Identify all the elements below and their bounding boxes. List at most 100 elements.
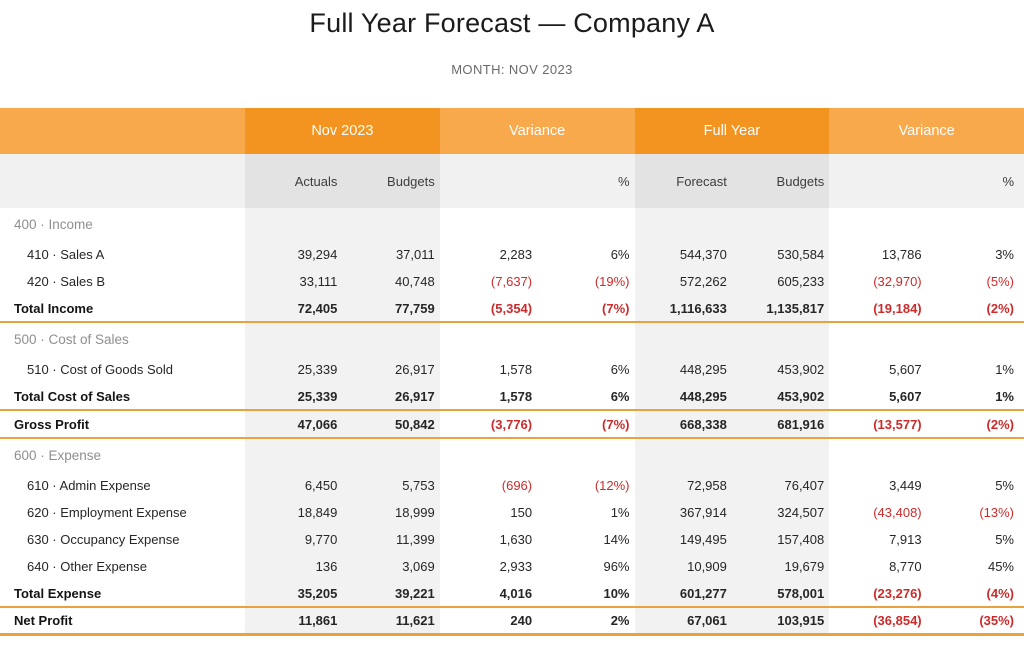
cell-nov-budgets: 26,917 [342, 383, 440, 409]
section-header-row: 500 · Cost of Sales [0, 323, 1024, 356]
cell-nov-actuals: 18,849 [245, 499, 343, 526]
cell-fy-variance-pct: (2%) [986, 300, 1014, 316]
cell-fy-budgets: 530,584 [731, 241, 830, 268]
cell-variance-amount: 2,283 [499, 247, 533, 262]
table-group-header-row: Nov 2023 Variance Full Year Variance [0, 108, 1024, 154]
cell-nov-budgets [342, 208, 440, 241]
row-label: Total Cost of Sales [14, 388, 131, 404]
cell-fy-forecast: 367,914 [634, 499, 732, 526]
cell-fy-budgets: 324,507 [731, 499, 830, 526]
cell-fy-variance-pct: 5% [995, 478, 1014, 493]
table-row: 420 · Sales B 33,111 40,748 (7,637) (19%) 572… [0, 268, 1024, 295]
subheader-budgets: Budgets [342, 154, 440, 208]
subheader-fy-variance-pct: % [1002, 173, 1014, 189]
cell-fy-variance-pct: (35%) [979, 613, 1014, 628]
table-row: 630 · Occupancy Expense 9,770 11,399 1,630 1… [0, 526, 1024, 553]
cell-fy-budgets: 453,902 [731, 356, 830, 383]
row-label: 640 · Other Expense [27, 559, 147, 574]
cell-fy-variance-amount: (43,408) [873, 505, 922, 520]
cell-nov-actuals [245, 323, 343, 356]
subheader-variance-pct: % [617, 173, 630, 189]
cell-nov-actuals: 25,339 [245, 356, 343, 383]
cell-nov-actuals: 47,066 [245, 411, 343, 437]
cell-fy-budgets [731, 439, 830, 472]
table-row: 640 · Other Expense 136 3,069 2,933 96% 10,90… [0, 553, 1024, 580]
cell-variance-amount: 1,578 [499, 362, 533, 377]
cell-fy-variance-amount: (32,970) [873, 274, 922, 289]
cell-fy-budgets: 605,233 [731, 268, 830, 295]
page-title: Full Year Forecast — Company A [309, 8, 715, 38]
cell-nov-actuals: 11,861 [245, 608, 343, 633]
group-header-variance-2: Variance [829, 108, 1024, 154]
group-header-full-year: Full Year [634, 108, 830, 154]
cell-fy-forecast: 601,277 [634, 580, 732, 606]
cell-variance-amount: 1,578 [499, 388, 533, 404]
cell-variance-pct: (19%) [594, 274, 630, 289]
cell-fy-variance-pct: 3% [995, 247, 1014, 262]
subheader-forecast: Forecast [634, 154, 732, 208]
cell-variance-pct: (12%) [594, 478, 630, 493]
table-row: 610 · Admin Expense 6,450 5,753 (696) (12%) 7… [0, 472, 1024, 499]
cell-variance-amount: (7,637) [490, 274, 533, 289]
cell-fy-forecast: 668,338 [634, 411, 732, 437]
cell-fy-variance-pct: 1% [995, 388, 1014, 404]
cell-fy-forecast: 448,295 [634, 383, 732, 409]
cell-variance-pct: 1% [610, 505, 630, 520]
cell-fy-variance-amount [829, 323, 926, 356]
cell-variance-pct: 10% [603, 585, 630, 601]
cell-nov-actuals: 72,405 [245, 295, 343, 321]
subheader-blank [0, 154, 245, 208]
row-label: Gross Profit [14, 416, 90, 432]
row-label: Net Profit [14, 613, 73, 628]
cell-nov-actuals: 33,111 [245, 268, 343, 295]
table-row: 410 · Sales A 39,294 37,011 2,283 6% 544,370 5… [0, 241, 1024, 268]
cell-fy-variance-pct: (5%) [986, 274, 1014, 289]
cell-fy-variance-pct: (2%) [986, 416, 1014, 432]
cell-variance-amount [440, 323, 537, 356]
total-row: Total Cost of Sales 25,339 26,917 1,578 6% 44… [0, 383, 1024, 411]
cell-nov-budgets: 39,221 [342, 580, 440, 606]
cell-fy-variance-pct [927, 439, 1024, 472]
cell-nov-actuals: 35,205 [245, 580, 343, 606]
cell-fy-budgets: 681,916 [731, 411, 830, 437]
section-header-row: 600 · Expense [0, 439, 1024, 472]
cell-fy-forecast: 67,061 [634, 608, 732, 633]
cell-variance-pct: 6% [610, 388, 630, 404]
cell-fy-budgets: 1,135,817 [731, 295, 830, 321]
cell-variance-amount: 4,016 [499, 585, 533, 601]
cell-variance-pct: 6% [610, 362, 630, 377]
row-label: 500 · Cost of Sales [14, 332, 129, 347]
section-header-row: 400 · Income [0, 208, 1024, 241]
row-label: Total Income [14, 300, 94, 316]
cell-fy-variance-amount: 5,607 [889, 388, 922, 404]
cell-fy-variance-pct [927, 208, 1024, 241]
cell-nov-actuals: 25,339 [245, 383, 343, 409]
table-row: 620 · Employment Expense 18,849 18,999 150 1… [0, 499, 1024, 526]
cell-fy-budgets: 578,001 [731, 580, 830, 606]
cell-variance-pct [537, 323, 634, 356]
cell-variance-amount: 240 [510, 613, 533, 628]
row-label: 610 · Admin Expense [27, 478, 151, 493]
table-row: 510 · Cost of Goods Sold 25,339 26,917 1,57… [0, 356, 1024, 383]
cell-fy-variance-pct [927, 323, 1024, 356]
cell-nov-budgets: 77,759 [342, 295, 440, 321]
cell-nov-budgets: 18,999 [342, 499, 440, 526]
cell-fy-variance-amount [829, 208, 926, 241]
cell-nov-actuals [245, 208, 343, 241]
cell-fy-budgets: 103,915 [731, 608, 830, 633]
cell-fy-variance-amount: (13,577) [873, 416, 922, 432]
row-label: 410 · Sales A [27, 247, 105, 262]
cell-nov-budgets: 26,917 [342, 356, 440, 383]
cell-fy-variance-pct: (13%) [979, 505, 1014, 520]
cell-fy-variance-amount: 3,449 [889, 478, 922, 493]
subheader-fy-variance-amount [829, 154, 926, 208]
cell-nov-budgets: 11,399 [342, 526, 440, 553]
cell-nov-budgets: 37,011 [342, 241, 440, 268]
cell-variance-amount: (5,354) [490, 300, 533, 316]
cell-nov-actuals: 6,450 [245, 472, 343, 499]
group-header-variance: Variance [439, 108, 635, 154]
cell-variance-pct: 2% [610, 613, 630, 628]
group-header-nov-2023: Nov 2023 [245, 108, 440, 154]
cell-nov-budgets: 11,621 [342, 608, 440, 633]
cell-variance-amount: (696) [501, 478, 533, 493]
